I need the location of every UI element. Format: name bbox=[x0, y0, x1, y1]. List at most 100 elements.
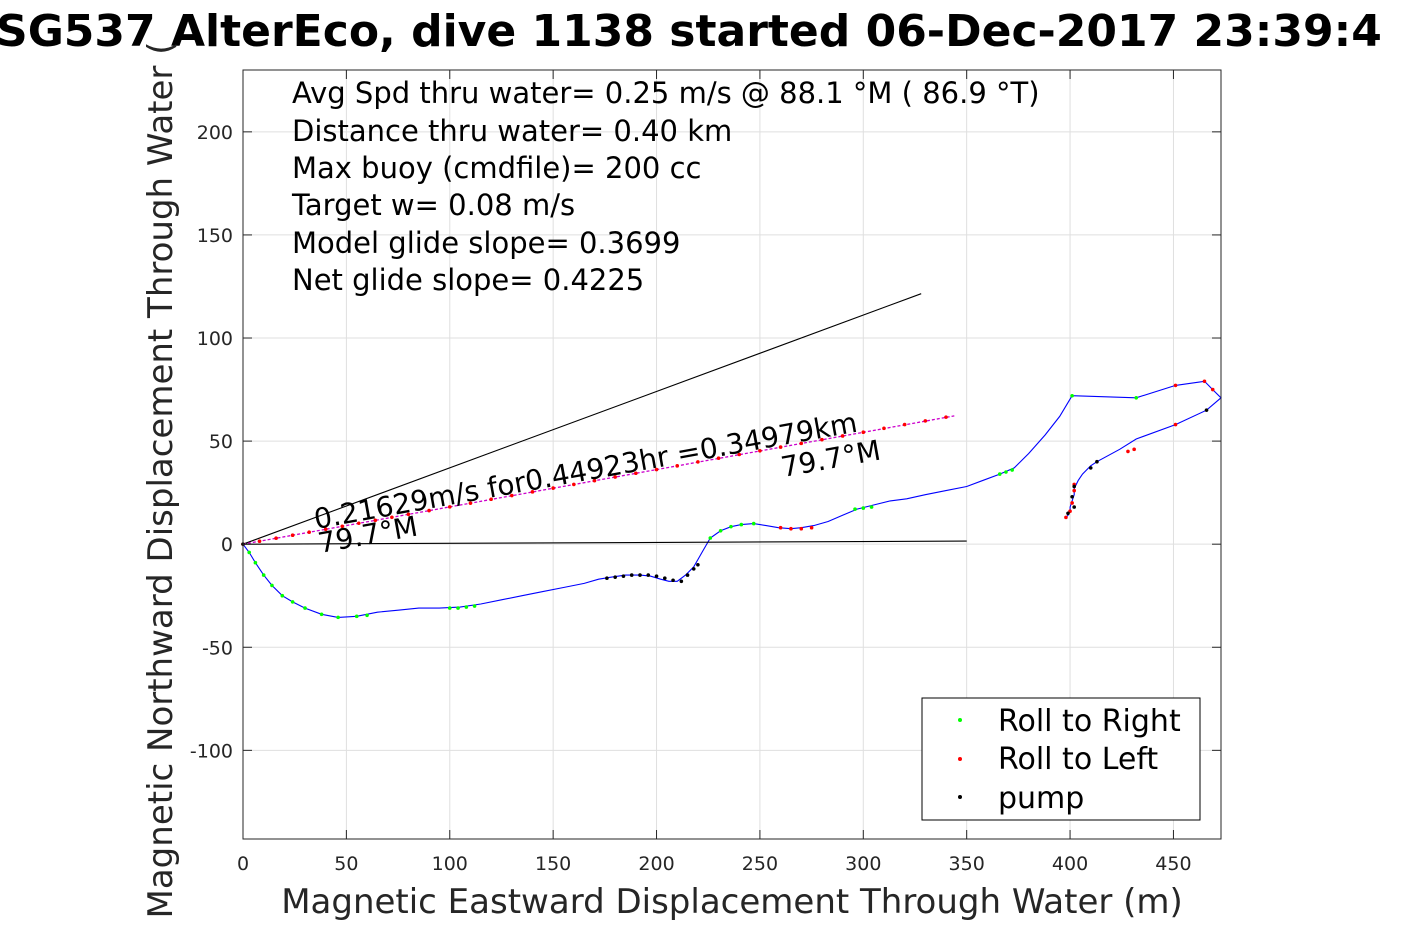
chart-title: SG537 AlterEco, dive 1138 started 06-Dec… bbox=[0, 6, 1382, 57]
roll-to-left-marker bbox=[675, 464, 680, 468]
roll-to-left-marker bbox=[447, 505, 452, 509]
roll-to-left-marker bbox=[944, 415, 948, 419]
roll-to-left-marker bbox=[882, 426, 886, 431]
roll-to-left-marker bbox=[551, 486, 555, 490]
model-glide-line bbox=[242, 293, 922, 545]
x-tick-label: 150 bbox=[535, 853, 571, 875]
roll-to-left-marker bbox=[1173, 422, 1178, 427]
roll-to-left-marker bbox=[489, 497, 493, 502]
roll-to-left-marker bbox=[696, 460, 700, 464]
roll-to-left-marker bbox=[758, 448, 762, 453]
zero-heading-line bbox=[242, 540, 967, 545]
roll-to-left-marker bbox=[509, 493, 514, 498]
roll-to-left-marker bbox=[468, 501, 473, 505]
roll-to-left-marker bbox=[1064, 515, 1068, 520]
roll-to-left-marker bbox=[1132, 447, 1136, 452]
x-tick-label: 300 bbox=[845, 853, 881, 875]
x-tick-label: 350 bbox=[949, 853, 985, 875]
y-tick-label: 50 bbox=[209, 431, 233, 453]
roll-to-left-marker bbox=[1126, 449, 1130, 454]
roll-to-left-marker bbox=[340, 524, 345, 529]
pump-marker bbox=[646, 573, 651, 577]
axis-ticks: 0 50 100 150 200 250 300 350 400 450 -100 -50 0 50 100… bbox=[190, 70, 1221, 875]
pump-marker bbox=[696, 562, 700, 567]
y-tick-label: 200 bbox=[197, 122, 233, 144]
roll-to-right-marker bbox=[729, 524, 733, 529]
roll-to-right-marker bbox=[303, 606, 307, 610]
legend-label-roll-left: Roll to Left bbox=[998, 742, 1158, 777]
roll-to-right-marker bbox=[319, 612, 324, 617]
pump-marker bbox=[1066, 511, 1070, 516]
roll-to-left-marker bbox=[820, 437, 824, 442]
glider-track-line bbox=[242, 380, 1222, 618]
roll-to-right-marker bbox=[1004, 470, 1008, 474]
x-tick-label: 0 bbox=[237, 853, 249, 875]
roll-to-left-marker bbox=[530, 490, 535, 494]
pump-marker bbox=[671, 578, 675, 583]
pump-marker bbox=[613, 575, 617, 579]
roll-to-right-marker bbox=[869, 505, 874, 509]
roll-to-left-marker bbox=[840, 434, 845, 438]
info-line-speed: Avg Spd thru water= 0.25 m/s @ 88.1 °M (… bbox=[292, 76, 1040, 110]
x-tick-label: 400 bbox=[1052, 853, 1088, 875]
roll-to-right-marker bbox=[261, 573, 266, 577]
legend-label-roll-right: Roll to Right bbox=[998, 704, 1181, 739]
pump-marker bbox=[654, 574, 659, 578]
roll-to-right-marker bbox=[1010, 468, 1014, 472]
roll-to-right-marker bbox=[290, 600, 295, 604]
plot-lines bbox=[242, 293, 1222, 618]
roll-to-right-marker bbox=[456, 606, 460, 610]
roll-to-right-marker bbox=[853, 507, 857, 511]
pump-marker bbox=[1095, 459, 1099, 464]
roll-to-left-marker bbox=[809, 525, 814, 530]
roll-to-right-marker bbox=[365, 613, 369, 618]
roll-to-right-marker bbox=[280, 593, 285, 598]
roll-to-left-marker bbox=[716, 456, 721, 461]
roll-to-right-marker bbox=[336, 615, 340, 620]
legend-marker-roll-left bbox=[958, 757, 962, 761]
info-line-distance: Distance thru water= 0.40 km bbox=[292, 114, 732, 148]
roll-to-right-marker bbox=[1070, 393, 1074, 398]
y-axis-label: Magnetic Northward Displacement Through … bbox=[141, 42, 181, 919]
roll-to-left-marker bbox=[390, 515, 394, 520]
roll-to-right-marker bbox=[447, 606, 452, 610]
roll-to-left-marker bbox=[613, 475, 617, 479]
x-tick-label: 50 bbox=[334, 853, 358, 875]
pump-marker bbox=[621, 574, 626, 578]
legend-marker-pump bbox=[958, 795, 962, 799]
legend-box bbox=[921, 697, 1201, 821]
depth-average-line bbox=[242, 415, 955, 545]
roll-to-left-marker bbox=[799, 441, 804, 446]
pump-marker bbox=[605, 576, 609, 580]
x-tick-label: 450 bbox=[1155, 853, 1191, 875]
roll-to-right-marker bbox=[472, 604, 477, 608]
roll-to-right-marker bbox=[708, 536, 713, 540]
roll-to-left-marker bbox=[274, 536, 278, 541]
info-line-target-w: Target w= 0.08 m/s bbox=[291, 188, 575, 222]
roll-to-left-marker bbox=[592, 478, 597, 483]
roll-to-left-marker bbox=[923, 419, 928, 423]
roll-to-right-marker bbox=[739, 522, 744, 527]
roll-to-left-marker bbox=[1210, 387, 1215, 392]
pump-marker bbox=[629, 573, 634, 577]
roll-to-right-marker bbox=[270, 583, 274, 588]
roll-to-left-marker bbox=[1173, 383, 1178, 388]
roll-to-left-marker bbox=[778, 525, 783, 530]
roll-to-left-marker bbox=[1070, 501, 1074, 505]
roll-to-right-marker bbox=[997, 472, 1002, 476]
roll-to-left-marker bbox=[572, 482, 576, 487]
y-tick-label: -50 bbox=[202, 637, 233, 659]
x-tick-label: 250 bbox=[742, 853, 778, 875]
roll-to-left-marker bbox=[307, 530, 311, 535]
pump-marker bbox=[685, 573, 690, 577]
roll-to-right-marker bbox=[247, 550, 252, 555]
roll-to-left-marker bbox=[356, 521, 361, 526]
legend: Roll to Right Roll to Left pump bbox=[921, 697, 1201, 821]
pump-marker bbox=[1070, 494, 1074, 499]
roll-to-left-marker bbox=[654, 467, 659, 472]
x-axis-label: Magnetic Eastward Displacement Through W… bbox=[281, 882, 1183, 922]
roll-to-left-marker bbox=[789, 526, 793, 531]
roll-to-left-marker bbox=[778, 445, 783, 449]
info-line-max-buoy: Max buoy (cmdfile)= 200 cc bbox=[292, 151, 701, 185]
y-tick-label: 150 bbox=[197, 225, 233, 247]
